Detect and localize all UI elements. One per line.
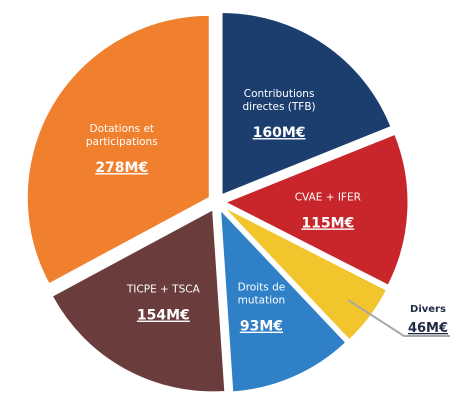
slice-value-4: 154M€ <box>137 308 190 324</box>
pie-slice-2 <box>223 206 388 341</box>
slice-label-group-4: TICPE + TSCA 154M€ <box>126 284 201 324</box>
pie-slice-3 <box>220 208 347 393</box>
slice-label-group-1: CVAE + IFER 115M€ <box>295 191 361 231</box>
slice-value-0: 160M€ <box>253 125 306 141</box>
slice-value-5: 278M€ <box>95 160 148 176</box>
leader-line-2 <box>347 299 450 337</box>
slice-value-1: 115M€ <box>301 215 354 231</box>
slice-name-0-1: directes (TFB) <box>243 101 316 113</box>
slice-name-3-1: mutation <box>238 295 286 307</box>
slice-name-1-0: CVAE + IFER <box>295 191 361 203</box>
slice-name-5-0: Dotations et <box>89 123 154 135</box>
slice-name-3-0: Droits de <box>238 282 286 294</box>
slice-name-0-0: Contributions <box>244 88 315 100</box>
pie-slice-1 <box>224 133 409 286</box>
slice-value-3: 93M€ <box>240 319 283 335</box>
slice-name-4-0: TICPE + TSCA <box>126 284 201 296</box>
pie-slice-4 <box>51 209 226 393</box>
slice-name-2-0: Divers <box>410 304 446 315</box>
pie-slices <box>26 12 409 393</box>
slice-value-2: 46M€ <box>408 321 448 336</box>
pie-slice-0 <box>221 12 392 196</box>
pie-slice-5 <box>26 14 210 285</box>
slice-name-5-1: participations <box>86 136 158 148</box>
